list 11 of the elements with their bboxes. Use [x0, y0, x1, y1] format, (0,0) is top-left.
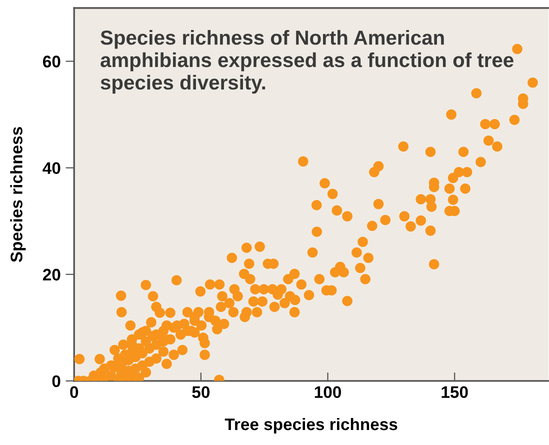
y-tick-label: 60 — [42, 56, 60, 68]
x-tick-label: 150 — [442, 386, 468, 398]
y-tick-label: 0 — [52, 375, 60, 388]
y-axis-title: Species richness — [10, 127, 26, 262]
x-tick-label: 50 — [192, 386, 210, 398]
y-tick-label: 20 — [42, 268, 60, 281]
text: Species richness of North American amphibians expressed as a function of tree species diversity. — [100, 30, 514, 94]
y-tick-label: 40 — [42, 162, 60, 174]
x-axis-title: Tree species richness — [224, 418, 398, 434]
x-tick-label: 100 — [314, 386, 341, 398]
x-tick-label: 0 — [70, 386, 78, 398]
